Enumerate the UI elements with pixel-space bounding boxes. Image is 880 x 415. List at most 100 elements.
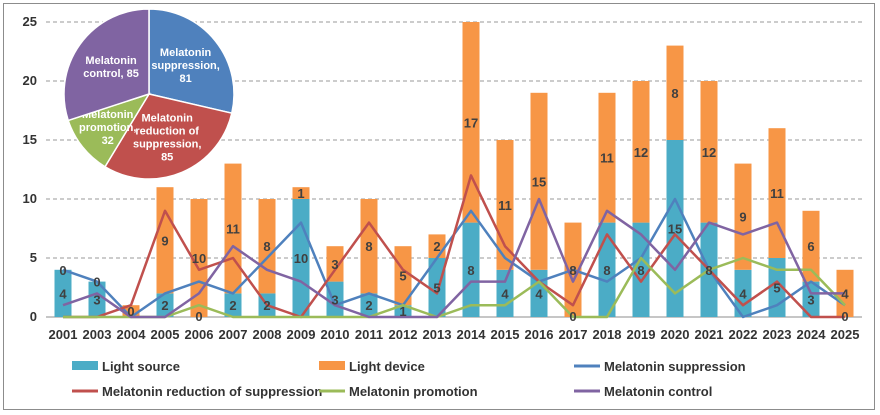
x-tick-label: 2005 [151, 327, 180, 342]
data-label-light-source: 0 [195, 309, 202, 324]
bar-light-source [88, 281, 106, 317]
x-tick-label: 2020 [661, 327, 690, 342]
bar-light-device [292, 187, 310, 199]
bar-light-device [326, 246, 344, 282]
bar-light-source [802, 281, 820, 317]
data-label-light-device: 4 [841, 286, 849, 301]
data-label-light-device: 0 [93, 275, 100, 290]
x-tick-label: 2016 [525, 327, 554, 342]
bar-light-device [462, 22, 480, 223]
data-label-light-source: 5 [433, 281, 440, 296]
pie-slice-label: suppression, [133, 139, 201, 151]
data-label-light-source: 2 [229, 298, 236, 313]
x-tick-label: 2009 [287, 327, 316, 342]
legend-melatonin-promotion-label: Melatonin promotion [349, 384, 478, 399]
legend-light-source-label: Light source [102, 359, 180, 374]
data-label-light-source: 3 [807, 292, 814, 307]
pie-slice [63, 8, 150, 122]
bar-light-device [394, 246, 412, 306]
pie-slice-label: Melatonin [142, 113, 194, 125]
x-tick-label: 2015 [491, 327, 520, 342]
data-label-light-device: 11 [226, 222, 240, 237]
data-label-light-device: 6 [807, 239, 814, 254]
data-label-light-source: 8 [603, 263, 610, 278]
data-label-light-device: 1 [297, 186, 304, 201]
bar-light-device [598, 92, 616, 223]
line-melatonin-reduction-of-suppression [63, 174, 845, 319]
x-tick-label: 2011 [355, 327, 383, 342]
y-tick-label: 25 [23, 14, 37, 29]
pie-slice-label: promotion, [79, 122, 136, 134]
bar-light-device [700, 81, 718, 223]
chart-frame: 0 5 10 15 20 25 2001 2003 2004 2005 2006 2007 2008 20… [3, 3, 875, 410]
bar-light-source [666, 140, 684, 317]
pie-slice [148, 8, 235, 115]
bar-light-source [530, 269, 548, 317]
line-melatonin-promotion [63, 256, 846, 319]
data-label-light-device: 9 [161, 233, 168, 248]
bar-light-source [598, 222, 616, 317]
data-label-light-source: 15 [668, 222, 682, 237]
bar-light-device [360, 199, 378, 294]
y-tick-label: 0 [30, 309, 37, 324]
data-label-light-source: 5 [773, 281, 780, 296]
pie-slice-label: control, 85 [83, 68, 139, 80]
y-tick-label: 5 [30, 250, 37, 265]
x-tick-label: 2025 [831, 327, 860, 342]
data-label-light-source: 4 [535, 286, 543, 301]
pie-slice-label: Melatonin [85, 55, 137, 67]
legend-melatonin-reduction-of-suppression-label: Melatonin reduction of suppression [102, 384, 322, 399]
legend-melatonin-control-label: Melatonin control [604, 384, 712, 399]
bar-light-device [530, 92, 548, 270]
data-label-light-device: 12 [634, 145, 648, 160]
bar-light-device [224, 163, 242, 294]
data-label-light-source: 0 [569, 309, 576, 324]
data-label-light-source: 0 [841, 309, 848, 324]
x-tick-label: 2003 [83, 327, 112, 342]
bar-light-source [734, 269, 752, 317]
data-label-light-source: 2 [161, 298, 168, 313]
pie-slice-label: reduction of [135, 126, 199, 138]
data-label-light-device: 12 [702, 145, 716, 160]
legend-light-source-swatch [72, 361, 98, 370]
data-label-light-device: 8 [569, 263, 576, 278]
x-tick-label: 2004 [117, 327, 147, 342]
data-label-light-source: 4 [501, 286, 509, 301]
data-label-light-source: 1 [399, 304, 406, 319]
pie-slice-label: Melatonin [160, 47, 212, 59]
bar-light-device [122, 305, 140, 317]
data-label-light-device: 8 [263, 239, 270, 254]
bar-light-device [156, 187, 174, 294]
data-label-light-device: 11 [600, 151, 614, 166]
x-tick-label: 2019 [627, 327, 656, 342]
data-label-light-device: 11 [498, 198, 512, 213]
bar-light-source [326, 281, 344, 317]
pie-slice-label: 32 [102, 135, 114, 147]
data-label-light-device: 8 [365, 239, 372, 254]
data-label-light-source: 3 [331, 292, 338, 307]
y-tick-label: 10 [23, 191, 37, 206]
bar-light-source [428, 258, 446, 317]
x-tick-label: 2007 [219, 327, 248, 342]
x-tick-label: 2008 [253, 327, 282, 342]
bar-light-source [360, 293, 378, 317]
bar-light-device [258, 199, 276, 294]
data-label-light-device: 0 [59, 263, 66, 278]
bar-light-source [224, 293, 242, 317]
data-label-light-source: 10 [294, 251, 308, 266]
bar-light-device [632, 81, 650, 223]
line-melatonin-control [62, 197, 845, 319]
x-tick-label: 2022 [729, 327, 758, 342]
data-label-light-device: 3 [331, 257, 338, 272]
x-tick-label: 2001 [49, 327, 78, 342]
data-label-light-device: 10 [192, 251, 206, 266]
legend-light-device-swatch [319, 361, 345, 370]
x-tick-label: 2010 [321, 327, 350, 342]
data-label-light-device: 9 [739, 210, 746, 225]
data-label-light-device: 17 [464, 115, 478, 130]
y-tick-label: 15 [23, 132, 37, 147]
x-tick-label: 2024 [797, 327, 827, 342]
x-tick-label: 2012 [389, 327, 418, 342]
bar-light-source [54, 269, 72, 317]
